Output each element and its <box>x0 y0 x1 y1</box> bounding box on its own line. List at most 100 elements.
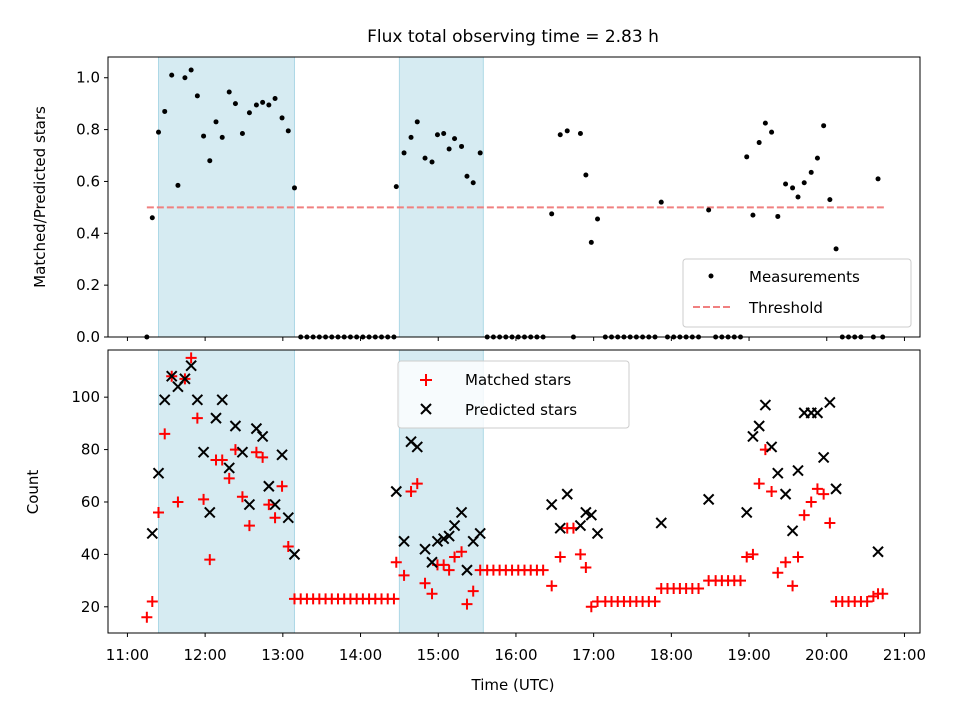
predicted-star-point <box>197 446 210 458</box>
matched-star-point <box>580 561 592 573</box>
measurement-point <box>588 239 594 245</box>
predicted-star-point <box>792 464 804 477</box>
matched-star-point <box>735 575 747 587</box>
matched-star-point <box>282 541 294 553</box>
measurement-point <box>769 129 775 135</box>
measurement-point <box>827 197 833 203</box>
legend-matched-label: Matched stars <box>465 371 571 389</box>
predicted-star-point <box>448 519 461 532</box>
measurement-point <box>833 246 839 252</box>
xtick-label: 13:00 <box>261 646 304 664</box>
measurement-point <box>434 132 440 138</box>
predicted-star-point <box>276 449 288 461</box>
matched-star-point <box>649 596 661 608</box>
measurement-point <box>219 134 225 140</box>
predicted-star-point <box>146 527 158 540</box>
predicted-star-point <box>817 451 830 464</box>
bottom-x-axis: 11:00 12:00 13:00 14:00 15:00 16:00 17:00 18:00… <box>106 633 926 664</box>
top-legend: Measurements Threshold <box>682 258 912 328</box>
xtick-label: 19:00 <box>727 646 770 664</box>
measurement-point <box>459 143 465 149</box>
measurement-point <box>182 75 188 81</box>
predicted-star-point <box>741 506 753 519</box>
matched-star-point <box>159 428 171 440</box>
measurement-point <box>821 123 827 129</box>
matched-star-point <box>141 611 153 623</box>
measurement-point <box>452 136 458 142</box>
predicted-star-point <box>461 564 473 576</box>
measurement-point <box>291 185 297 191</box>
measurement-point <box>470 180 476 186</box>
measurement-point <box>285 128 291 134</box>
measurement-point <box>762 120 768 126</box>
measurement-point <box>441 130 447 136</box>
bottom-ytick-label: 100 <box>71 388 100 406</box>
measurement-point <box>595 216 601 222</box>
matched-star-point <box>223 472 235 484</box>
top-plot-frame <box>107 56 921 338</box>
predicted-star-point <box>263 480 275 492</box>
matched-star-point <box>250 446 262 458</box>
measurement-point <box>272 95 278 101</box>
predicted-star-point <box>830 483 842 495</box>
measurement-point <box>783 181 789 187</box>
bottom-y-axis: 20 40 60 80 100 <box>71 388 108 616</box>
measurement-point <box>706 207 712 213</box>
predicted-star-point <box>554 522 566 534</box>
matched-star-point <box>811 483 823 495</box>
xtick-label: 21:00 <box>883 646 926 664</box>
predicted-star-point <box>872 546 884 558</box>
matched-star-point <box>411 478 423 490</box>
measurement-point <box>750 212 756 218</box>
legend-predicted-marker <box>420 403 432 415</box>
predicted-star-point <box>772 467 784 479</box>
matched-star-point <box>574 548 586 560</box>
measurement-point <box>226 89 232 95</box>
measurement-point <box>266 102 272 108</box>
measurement-point <box>790 185 796 191</box>
matched-star-point <box>198 493 210 505</box>
legend-measurements-marker <box>708 273 714 279</box>
predicted-star-point <box>753 420 765 432</box>
top-x-ticks <box>126 337 905 341</box>
measurement-point <box>207 158 213 164</box>
predicted-star-point <box>185 360 197 372</box>
matched-star-point <box>753 478 765 490</box>
predicted-star-point <box>426 556 438 568</box>
top-y-axis: 0.0 0.2 0.4 0.6 0.8 1.0 <box>76 69 108 346</box>
measurement-point <box>149 215 155 221</box>
matched-star-point <box>388 593 400 605</box>
xtick-label: 20:00 <box>805 646 848 664</box>
predicted-star-point <box>747 430 759 443</box>
predicted-star-point <box>236 446 249 458</box>
measurement-point <box>260 99 266 105</box>
matched-star-point <box>877 588 889 600</box>
matched-star-point <box>443 564 455 576</box>
matched-star-point <box>204 554 216 566</box>
predicted-star-point <box>243 498 256 511</box>
matched-star-point <box>449 551 461 563</box>
matched-star-point <box>780 556 792 568</box>
xtick-label: 15:00 <box>417 646 460 664</box>
predicted-star-point <box>179 373 191 385</box>
legend-measurements-label: Measurements <box>749 268 860 286</box>
matched-star-point <box>467 585 479 597</box>
measurement-point <box>795 194 801 200</box>
predicted-star-point <box>398 535 410 547</box>
xtick-label: 14:00 <box>339 646 382 664</box>
matched-star-point <box>546 580 558 592</box>
measurement-point <box>814 155 820 161</box>
bottom-ytick-label: 40 <box>81 545 100 563</box>
measurement-point <box>557 132 563 138</box>
chart-title: Flux total observing time = 2.83 h <box>367 27 659 47</box>
matched-star-point <box>438 559 450 571</box>
matched-star-point <box>276 480 288 492</box>
predicted-star-point <box>759 399 772 411</box>
bottom-ytick-label: 20 <box>81 598 100 616</box>
matched-star-point <box>824 517 836 529</box>
matched-star-point <box>693 582 705 594</box>
predicted-star-point <box>655 517 667 529</box>
matched-star-point <box>419 577 431 589</box>
matched-star-point <box>426 588 438 600</box>
top-shaded-interval-0 <box>158 56 295 338</box>
